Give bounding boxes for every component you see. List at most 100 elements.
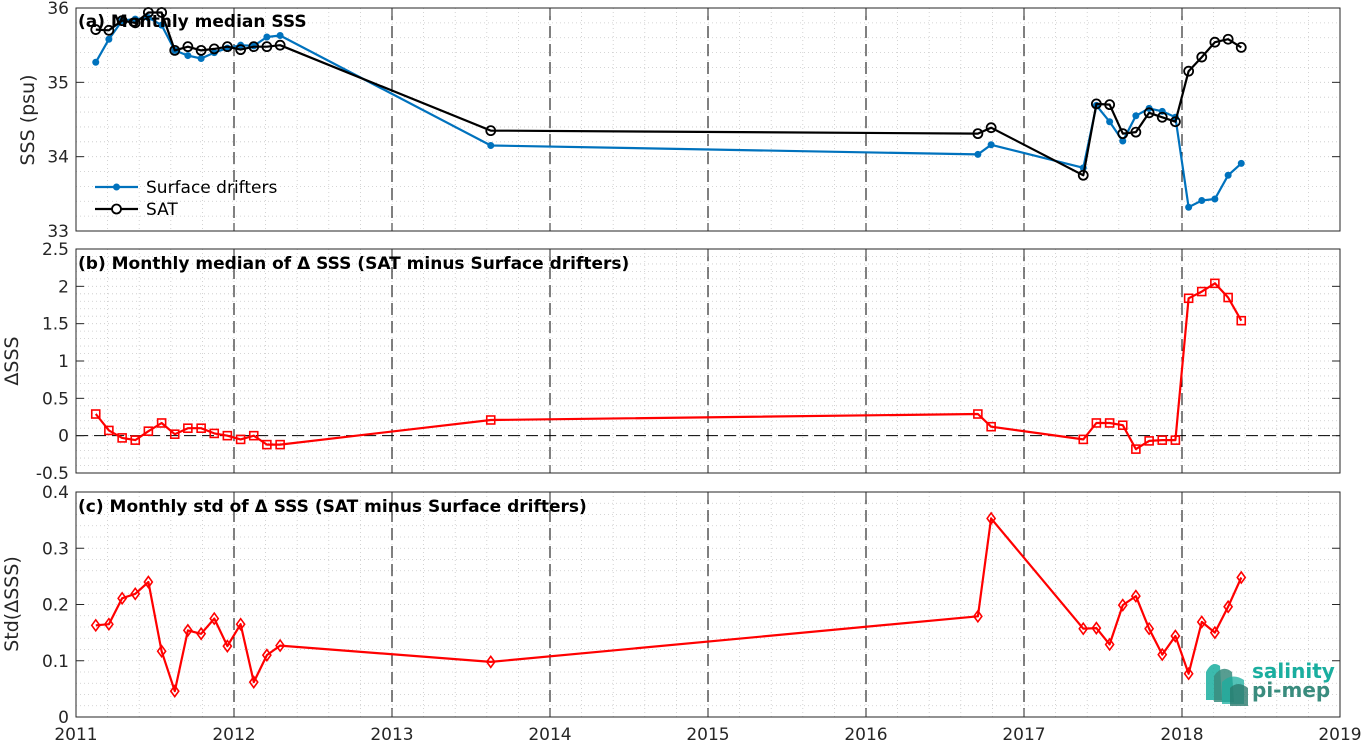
data-point — [1183, 666, 1194, 681]
x-tick-label: 2015 — [686, 725, 729, 745]
panel-a-title: (a) Monthly median SSS — [78, 12, 307, 32]
data-point — [1236, 315, 1247, 326]
x-tick-label: 2011 — [54, 725, 97, 745]
data-point — [1211, 195, 1219, 203]
legend-marker-sat — [111, 203, 122, 215]
panel-c-std-delta-sss: 0 0.1 0.2 0.3 0.4 2011 2012 2013 2014 2015 2016 20… — [1, 483, 1362, 745]
y-tick-label: -0.5 — [36, 464, 69, 484]
data-point — [103, 617, 114, 632]
panel-c-year-lines — [233, 492, 1183, 717]
data-point — [973, 409, 983, 419]
y-tick-label: 0.5 — [42, 389, 69, 409]
data-point — [1090, 98, 1102, 110]
panel-a-ylabel: SSS (psu) — [17, 74, 39, 165]
y-tick-label: 35 — [47, 73, 69, 93]
data-point — [1236, 570, 1247, 585]
data-point — [1183, 65, 1195, 77]
data-point — [1222, 33, 1234, 45]
legend-label-sat: SAT — [146, 200, 178, 220]
data-point — [143, 575, 154, 589]
panel-b-title: (b) Monthly median of Δ SSS (SAT minus S… — [78, 254, 629, 274]
x-tick-label: 2013 — [370, 725, 413, 745]
data-point — [1091, 621, 1102, 635]
panel-c-series — [90, 511, 1247, 698]
data-point — [105, 35, 113, 43]
data-point — [182, 623, 193, 638]
data-point — [221, 41, 233, 53]
data-point — [169, 44, 181, 56]
data-point — [1157, 435, 1168, 445]
data-point — [1235, 41, 1247, 53]
data-point — [90, 618, 101, 633]
data-point — [1144, 436, 1154, 446]
data-point — [1210, 278, 1220, 289]
data-point — [1130, 126, 1142, 138]
data-point — [158, 21, 166, 29]
panel-a-sss: 33 34 35 36 (a) Monthly median SSS SSS (psu… — [17, 0, 1341, 242]
data-point — [1223, 599, 1234, 614]
data-point — [263, 33, 271, 41]
data-point — [485, 125, 497, 137]
data-point — [184, 52, 192, 60]
data-point — [195, 44, 207, 56]
data-point — [130, 435, 141, 445]
data-point — [103, 24, 115, 36]
data-point — [1196, 286, 1207, 297]
x-tick-label: 2014 — [528, 725, 571, 745]
data-point — [986, 511, 997, 526]
data-point — [117, 433, 127, 443]
data-point — [156, 644, 167, 659]
salinity-pi-mep-logo: salinity pi-mep — [1206, 659, 1335, 706]
panel-c-yticks: 0 0.1 0.2 0.3 0.4 — [42, 483, 1340, 728]
y-tick-label: 33 — [47, 222, 69, 242]
data-point — [1104, 637, 1115, 652]
data-point — [116, 15, 128, 27]
y-tick-label: 0.3 — [42, 539, 69, 559]
data-point — [1209, 625, 1220, 640]
data-point — [235, 617, 246, 632]
data-point — [196, 423, 206, 434]
logo-text-line1: salinity — [1252, 659, 1335, 683]
series-line-1-0 — [94, 282, 1243, 451]
data-point — [129, 17, 141, 29]
data-point — [487, 142, 495, 150]
data-point — [261, 648, 272, 662]
data-point — [1157, 647, 1168, 662]
y-tick-label: 36 — [47, 0, 69, 19]
y-tick-label: 2 — [58, 277, 69, 297]
data-point — [1077, 169, 1089, 181]
data-point — [1132, 112, 1140, 120]
y-tick-label: 0.4 — [42, 483, 69, 503]
data-point — [235, 434, 246, 445]
y-tick-label: 0.1 — [42, 652, 69, 672]
data-point — [196, 626, 207, 641]
data-point — [197, 55, 205, 63]
panel-b-delta-sss: -0.5 0 0.5 1 1.5 2 2.5 (b) Monthly median of Δ… — [1, 240, 1341, 484]
y-tick-label: 0 — [58, 708, 69, 728]
x-tick-label: 2016 — [844, 725, 887, 745]
series-line-2-0 — [95, 517, 1243, 693]
data-point — [222, 430, 233, 441]
data-point — [972, 609, 983, 624]
y-tick-label: 0.2 — [42, 596, 69, 616]
data-point — [208, 43, 220, 55]
data-point — [1183, 293, 1194, 304]
data-point — [248, 41, 260, 53]
data-point — [485, 655, 496, 669]
data-point — [156, 418, 167, 428]
x-tick-label: 2012 — [212, 725, 255, 745]
data-point — [1091, 418, 1102, 428]
legend-label-drifters: Surface drifters — [146, 178, 277, 198]
panel-a-year-lines — [233, 8, 1183, 231]
data-point — [1170, 629, 1181, 643]
data-point — [1224, 171, 1232, 179]
data-point — [1119, 137, 1127, 145]
x-tick-label: 2018 — [1160, 725, 1203, 745]
data-point — [248, 430, 259, 441]
data-point — [92, 58, 100, 66]
data-point — [1078, 434, 1089, 445]
data-point — [1117, 128, 1129, 140]
x-tick-label: 2019 — [1318, 725, 1361, 745]
data-point — [1237, 159, 1245, 167]
data-point — [104, 425, 114, 436]
